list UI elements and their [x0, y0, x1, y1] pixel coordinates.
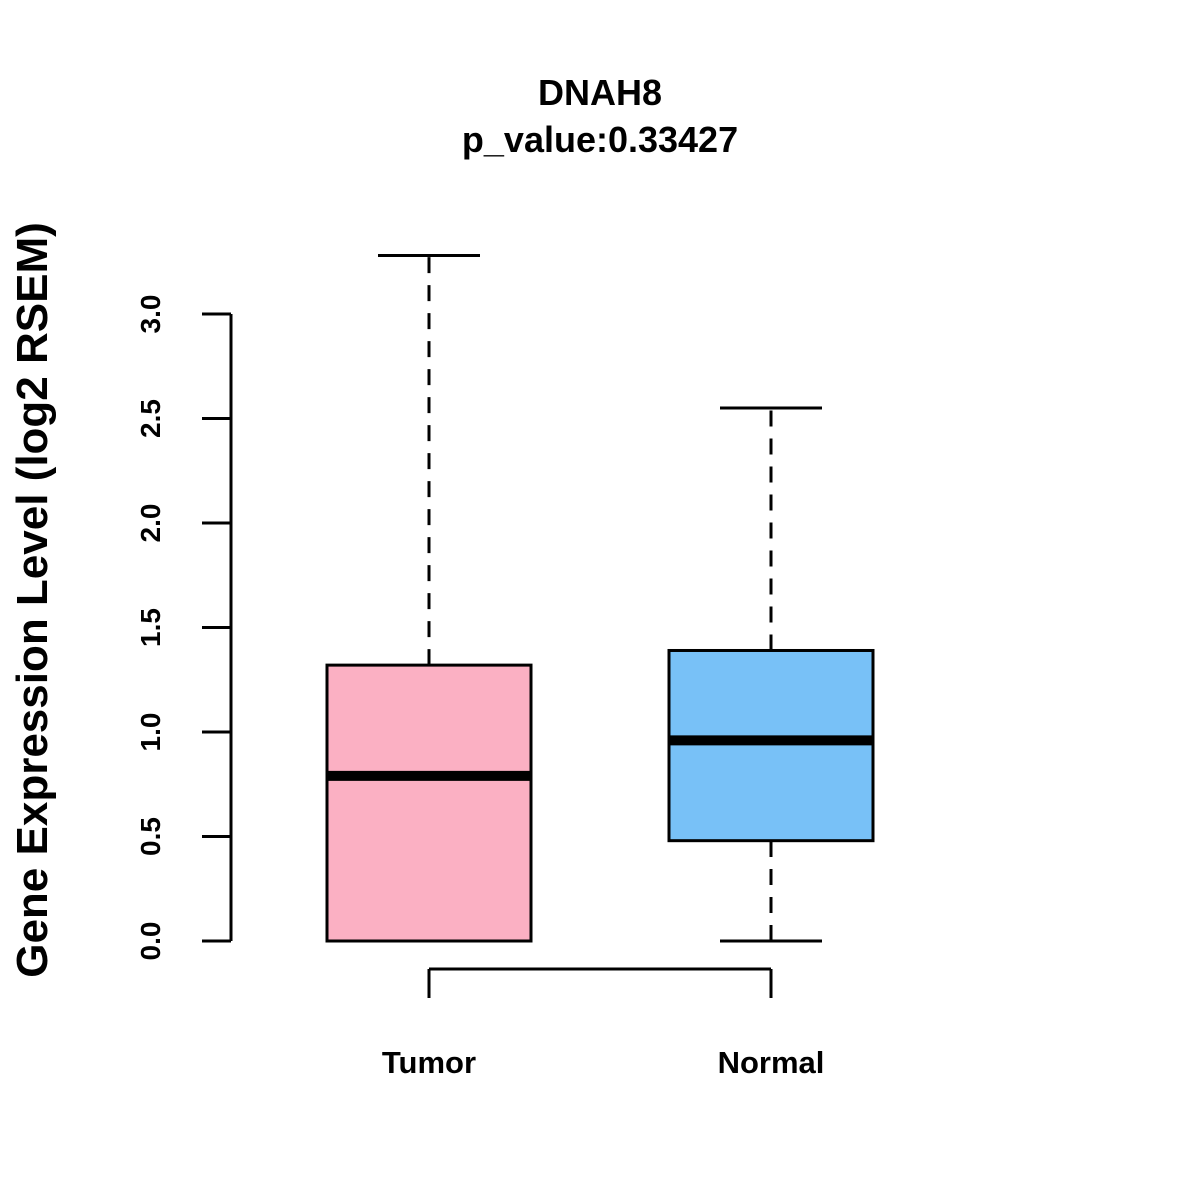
y-tick-label: 2.0	[135, 504, 166, 543]
y-tick-label: 1.5	[135, 608, 166, 647]
x-tick-label-tumor: Tumor	[382, 1045, 476, 1080]
y-tick-label: 0.0	[135, 922, 166, 961]
x-tick-label-normal: Normal	[718, 1045, 825, 1080]
y-tick-label: 1.0	[135, 713, 166, 752]
box-normal	[667, 406, 875, 943]
box-tumor	[325, 253, 533, 943]
box-rect	[325, 663, 533, 943]
y-tick-label: 2.5	[135, 399, 166, 438]
box-rect	[667, 648, 875, 843]
x-axis: Tumor Normal	[382, 967, 825, 1080]
y-tick-label: 3.0	[135, 295, 166, 334]
y-tick-label: 0.5	[135, 817, 166, 856]
chart-title: DNAH8	[538, 72, 662, 113]
boxes-group	[325, 253, 875, 943]
chart-subtitle: p_value:0.33427	[462, 119, 738, 160]
y-axis: 0.0 0.5 1.0 1.5 2.0 2.5 3.0	[135, 295, 233, 961]
y-axis-label: Gene Expression Level (log2 RSEM)	[8, 222, 57, 978]
